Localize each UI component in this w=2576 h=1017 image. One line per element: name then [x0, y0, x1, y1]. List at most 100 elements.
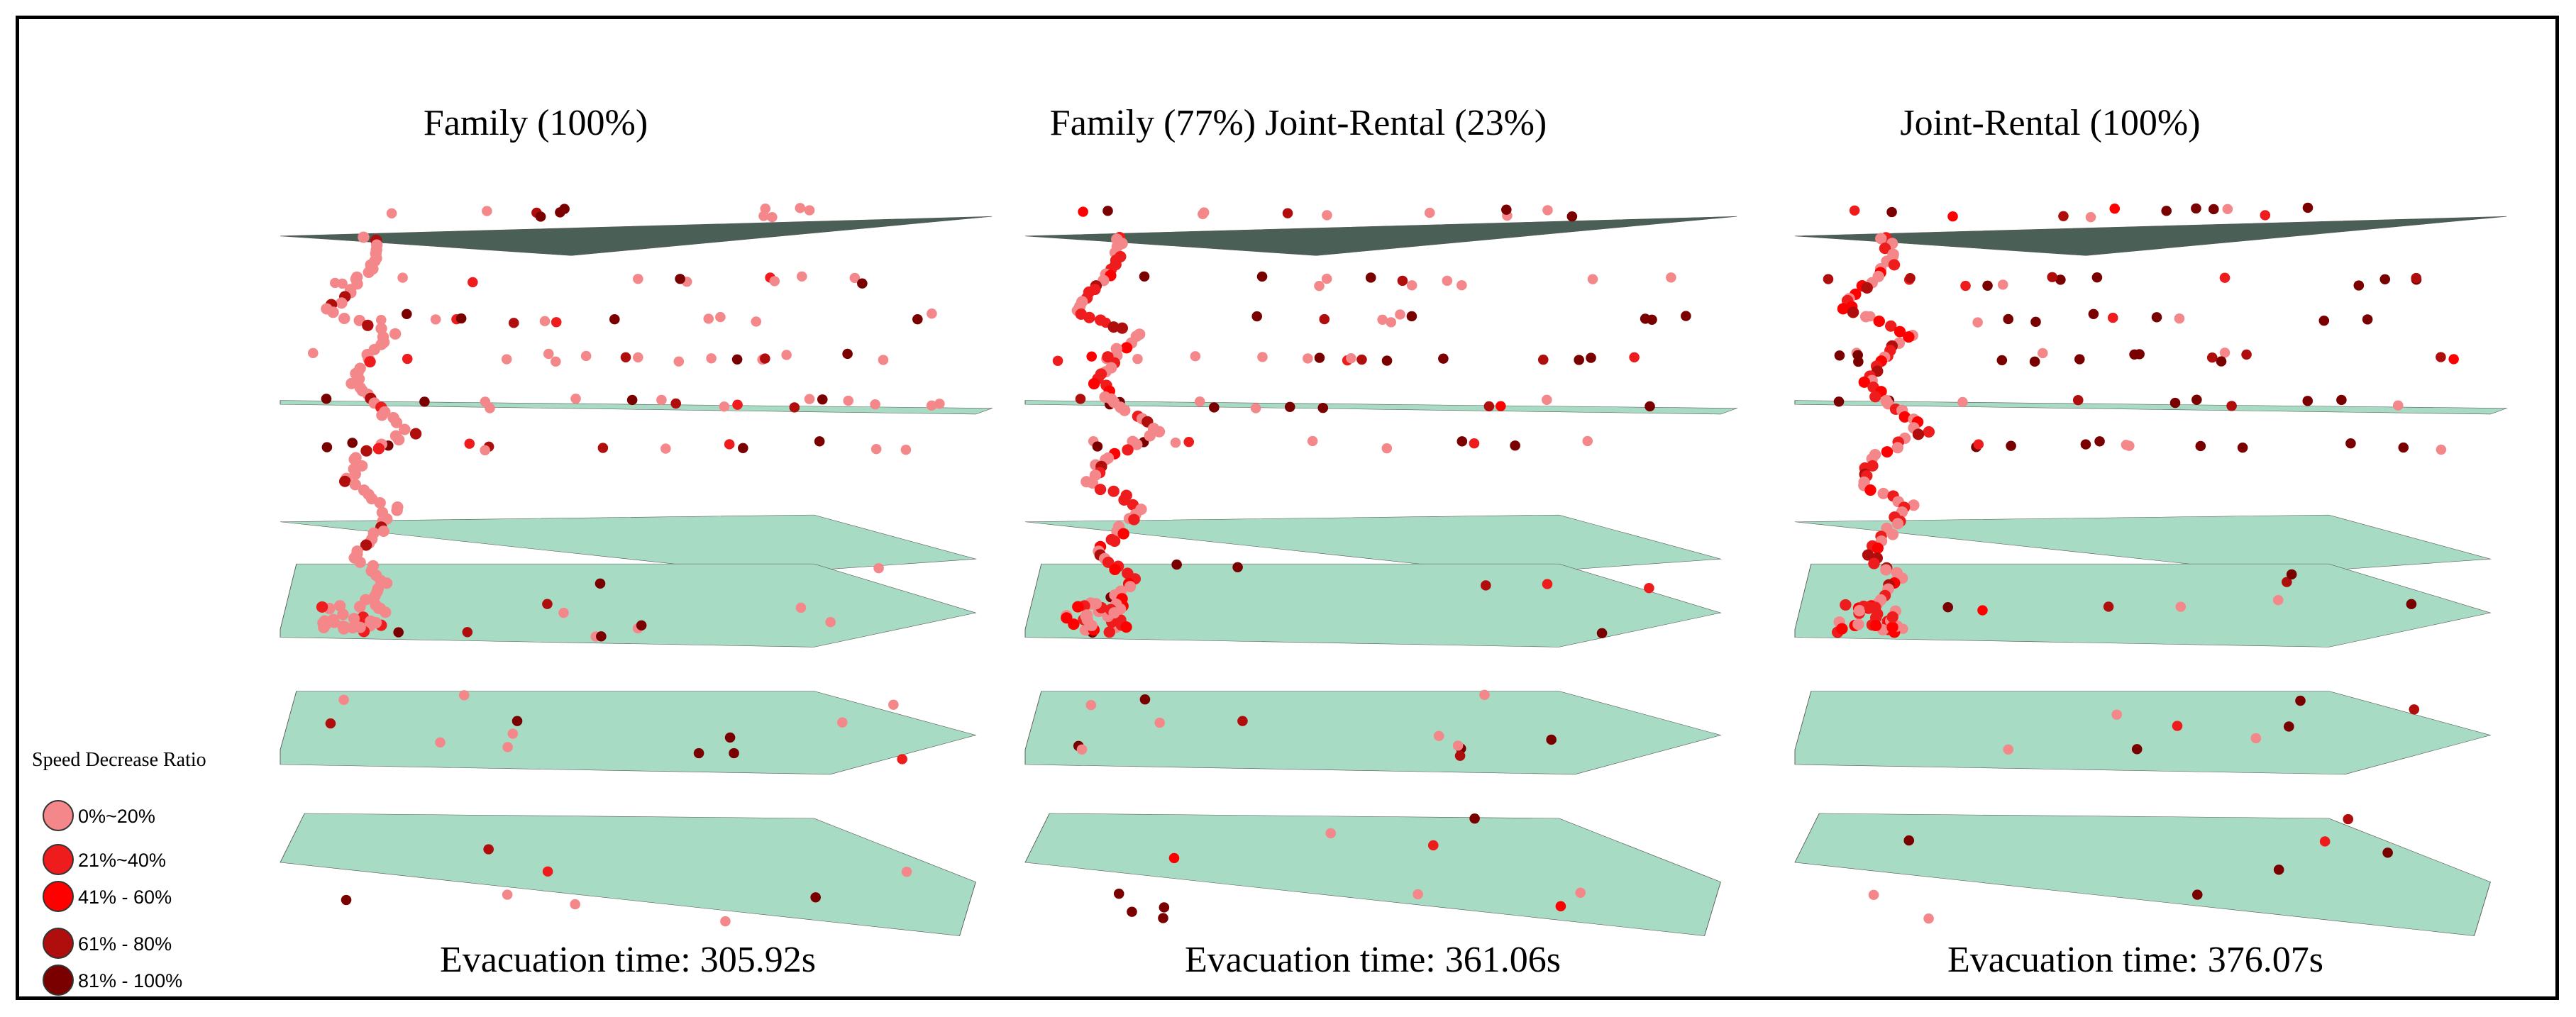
agent-marker — [1107, 321, 1120, 333]
agent-marker — [1433, 730, 1444, 741]
agent-marker — [1158, 913, 1168, 923]
agent-marker — [2047, 272, 2058, 282]
agent-marker — [360, 539, 372, 551]
agent-marker — [2226, 401, 2237, 411]
agent-marker — [901, 867, 912, 877]
agent-marker — [1903, 331, 1915, 343]
agent-marker — [1849, 205, 1860, 216]
agent-marker — [1377, 314, 1388, 325]
agent-marker — [1847, 306, 1859, 318]
agent-marker — [1596, 628, 1608, 638]
agent-marker — [409, 428, 422, 440]
floor-plane — [1024, 514, 1723, 574]
agent-marker — [1833, 396, 1845, 407]
panel-1-title: Family (100%) — [424, 103, 648, 143]
agent-marker — [2109, 203, 2121, 214]
agent-marker — [1510, 440, 1520, 451]
agent-marker — [1120, 342, 1133, 354]
agent-marker — [1083, 311, 1095, 323]
agent-marker — [2260, 210, 2271, 221]
agent-marker — [507, 728, 519, 739]
agent-marker — [2284, 721, 2294, 732]
agent-marker — [1868, 889, 1879, 900]
agent-marker — [1190, 351, 1201, 362]
agent-marker — [2191, 394, 2202, 405]
agent-marker — [1442, 275, 1453, 287]
agent-marker — [2219, 348, 2230, 358]
agent-marker — [1139, 271, 1150, 282]
agent-marker — [670, 398, 681, 409]
agent-marker — [2237, 442, 2248, 453]
agent-marker — [333, 600, 346, 612]
agent-marker — [393, 627, 404, 638]
agent-marker — [760, 353, 770, 364]
agent-marker — [1542, 205, 1553, 216]
agent-marker — [1456, 280, 1467, 291]
floor-plane — [1024, 400, 1738, 415]
panel-3-title: Joint-Rental (100%) — [1900, 103, 2200, 143]
agent-marker — [2282, 577, 2292, 587]
agent-marker — [480, 396, 491, 407]
agent-marker — [307, 348, 319, 359]
floor-plane — [280, 563, 977, 648]
agent-marker — [1365, 272, 1376, 283]
agent-marker — [1903, 835, 1915, 846]
agent-marker — [1996, 355, 2008, 366]
agent-marker — [1972, 317, 1983, 328]
agent-marker — [1891, 442, 1903, 454]
agent-marker — [1085, 620, 1098, 632]
agent-marker — [1587, 274, 1598, 284]
agent-marker — [719, 401, 730, 412]
agent-marker — [789, 402, 800, 413]
agent-marker — [391, 504, 403, 516]
agent-marker — [2206, 352, 2218, 363]
floor-plane — [280, 514, 978, 574]
agent-marker — [2094, 436, 2105, 447]
agent-marker — [551, 317, 562, 328]
agent-marker — [2080, 439, 2091, 450]
agent-marker — [1107, 485, 1120, 497]
agent-marker — [341, 894, 352, 906]
agent-marker — [1072, 601, 1084, 613]
agent-marker — [1085, 700, 1097, 711]
agent-marker — [1314, 352, 1325, 363]
agent-marker — [1859, 311, 1872, 323]
agent-marker — [1566, 211, 1578, 222]
agent-marker — [2121, 440, 2132, 450]
agent-marker — [1102, 206, 1113, 216]
agent-marker — [419, 396, 430, 407]
agent-marker — [1836, 623, 1848, 635]
roof-plane — [1794, 216, 2507, 256]
agent-marker — [1397, 275, 1408, 287]
agent-marker — [2088, 309, 2099, 319]
legend-swatch — [43, 844, 74, 875]
agent-marker — [857, 278, 868, 289]
agent-marker — [1873, 315, 1885, 328]
agent-marker — [1629, 352, 1640, 362]
agent-marker — [580, 350, 592, 362]
agent-marker — [379, 606, 392, 618]
agent-marker — [1144, 430, 1156, 442]
agent-marker — [2302, 202, 2314, 213]
agent-marker — [2174, 313, 2185, 324]
agent-marker — [1644, 583, 1654, 594]
agent-marker — [336, 297, 348, 309]
agent-marker — [1122, 444, 1134, 456]
legend-item: 0%~20% — [43, 800, 155, 831]
agent-marker — [2436, 352, 2446, 362]
agent-marker — [392, 434, 405, 446]
legend-label: 0%~20% — [78, 806, 155, 827]
agent-marker — [2216, 356, 2227, 367]
agent-marker — [660, 443, 671, 454]
agent-marker — [2379, 274, 2391, 284]
agent-marker — [337, 620, 349, 632]
agent-marker — [1852, 618, 1864, 630]
agent-marker — [372, 443, 385, 455]
agent-marker — [781, 350, 792, 360]
agent-marker — [380, 577, 393, 589]
agent-marker — [703, 313, 714, 324]
agent-marker — [1891, 518, 1904, 530]
agent-marker — [1898, 411, 1911, 423]
agent-marker — [1894, 326, 1906, 338]
